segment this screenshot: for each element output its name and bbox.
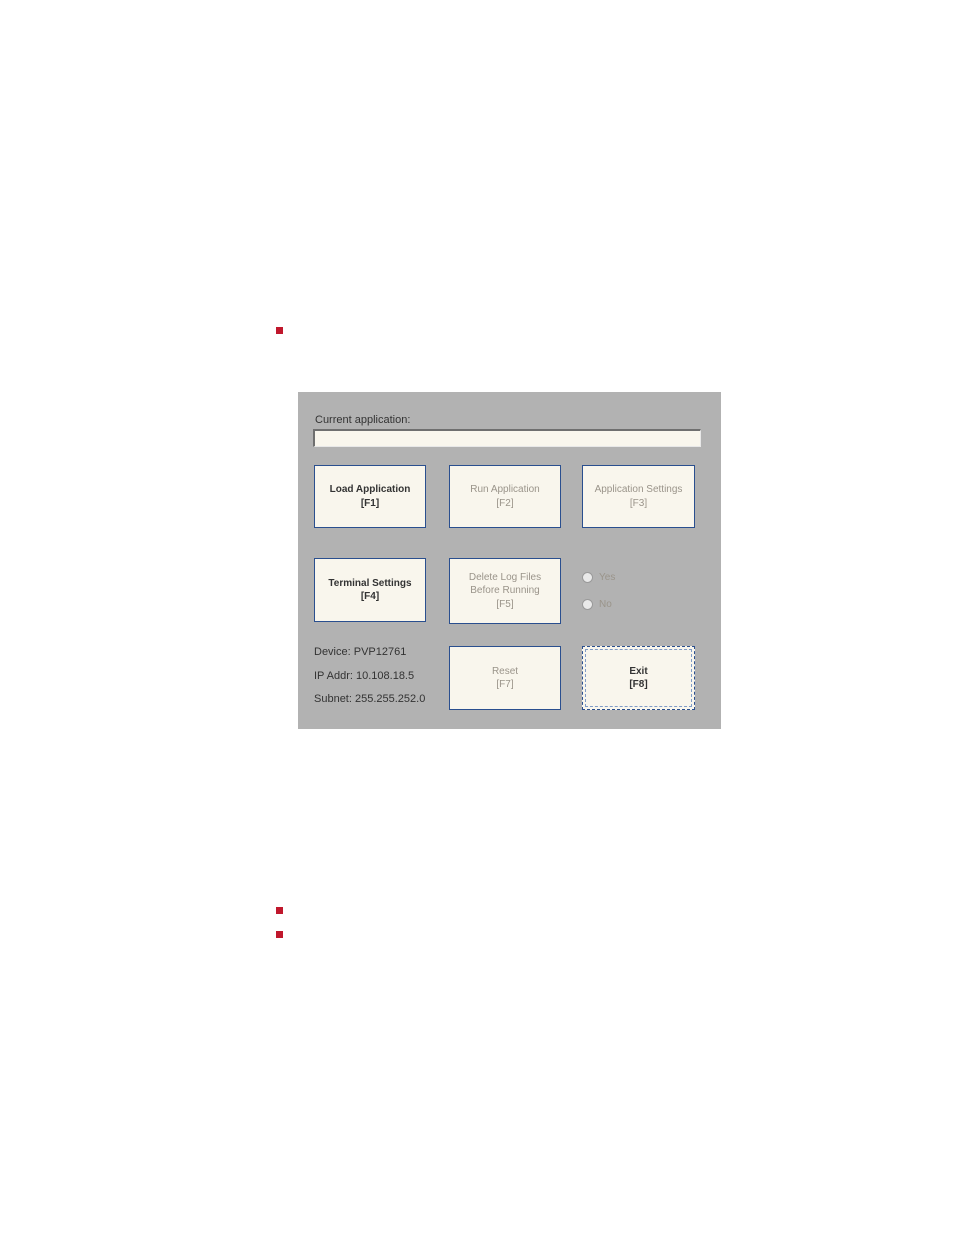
ip-value: 10.108.18.5 — [356, 670, 414, 682]
subnet-info: Subnet: 255.255.252.0 — [314, 693, 425, 705]
button-key: [F5] — [496, 598, 513, 612]
button-label: Run Application — [470, 483, 540, 497]
radio-yes-wrap[interactable]: Yes — [582, 572, 615, 583]
button-key: [F7] — [496, 678, 513, 692]
run-application-button[interactable]: Run Application [F2] — [449, 465, 561, 528]
subnet-label: Subnet: — [314, 693, 352, 705]
radio-no-label: No — [599, 599, 612, 610]
button-label-2: Before Running — [470, 584, 540, 598]
load-application-button[interactable]: Load Application [F1] — [314, 465, 426, 528]
button-label: Load Application — [330, 483, 411, 497]
button-label: Reset — [492, 665, 518, 679]
application-settings-button[interactable]: Application Settings [F3] — [582, 465, 695, 528]
exit-button[interactable]: Exit [F8] — [582, 646, 695, 710]
reset-button[interactable]: Reset [F7] — [449, 646, 561, 710]
radio-icon — [582, 572, 593, 583]
delete-log-files-button[interactable]: Delete Log Files Before Running [F5] — [449, 558, 561, 624]
button-key: [F1] — [361, 497, 379, 511]
radio-yes-label: Yes — [599, 572, 615, 583]
button-key: [F2] — [496, 497, 513, 511]
radio-no-wrap[interactable]: No — [582, 599, 612, 610]
subnet-value: 255.255.252.0 — [355, 693, 425, 705]
bullet-icon — [276, 907, 283, 914]
button-key: [F8] — [629, 678, 647, 692]
button-label: Exit — [629, 665, 647, 679]
terminal-settings-button[interactable]: Terminal Settings [F4] — [314, 558, 426, 622]
page-root: Current application: Load Application [F… — [0, 0, 954, 1235]
ip-label: IP Addr: — [314, 670, 353, 682]
device-info: Device: PVP12761 — [314, 646, 406, 658]
device-label: Device: — [314, 646, 351, 658]
bullet-icon — [276, 931, 283, 938]
ip-info: IP Addr: 10.108.18.5 — [314, 670, 414, 682]
button-key: [F4] — [361, 590, 379, 604]
current-application-field[interactable] — [313, 429, 701, 447]
bullet-icon — [276, 327, 283, 334]
button-label: Terminal Settings — [328, 577, 411, 591]
button-key: [F3] — [630, 497, 647, 511]
radio-icon — [582, 599, 593, 610]
current-application-label: Current application: — [315, 414, 410, 426]
button-label: Delete Log Files — [469, 571, 541, 585]
config-dialog: Current application: Load Application [F… — [298, 392, 721, 729]
button-label: Application Settings — [595, 483, 683, 497]
device-value: PVP12761 — [354, 646, 407, 658]
